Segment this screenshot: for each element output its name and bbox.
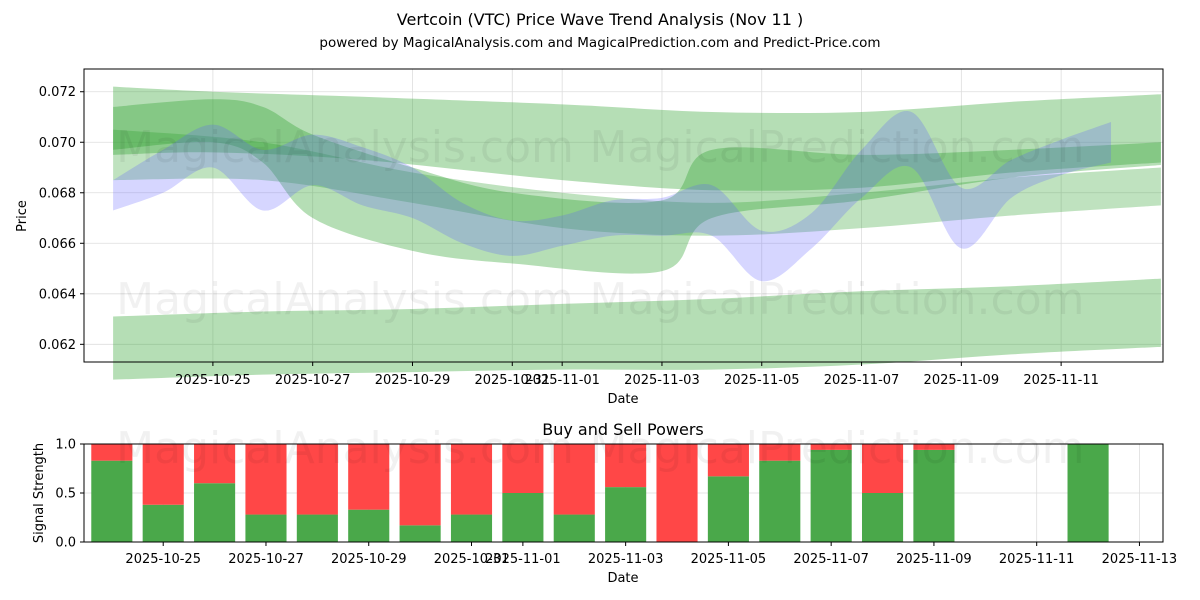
buy-bar [707, 476, 749, 542]
power-x-tick-label: 2025-11-01 [485, 552, 561, 567]
buy-bar [810, 449, 852, 542]
power-x-axis-label: Date [607, 571, 638, 586]
buy-bar [245, 514, 287, 542]
sell-bar [759, 444, 801, 461]
sell-bar [502, 444, 544, 493]
price-chart-grid [84, 69, 1163, 362]
price-bands [113, 86, 1161, 380]
price-x-tick-label: 2025-11-05 [724, 373, 800, 388]
watermark-analysis-1: MagicalAnalysis.com [116, 122, 574, 173]
sell-bar [861, 444, 904, 493]
price-y-tick-label: 0.072 [39, 85, 76, 100]
price-x-tick-label: 2025-11-11 [1023, 373, 1099, 388]
power-bars [91, 444, 1109, 542]
buy-bar [861, 493, 904, 542]
price-x-tick-label: 2025-11-09 [924, 373, 1000, 388]
power-chart: Buy and Sell Powers MagicalAnalysis.com … [32, 420, 1177, 586]
buy-bar [450, 514, 493, 542]
power-x-tick-label: 2025-11-11 [999, 552, 1075, 567]
sell-bar [142, 444, 184, 505]
sell-bar [399, 444, 441, 526]
watermark-prediction-2: MagicalPrediction.com [590, 274, 1085, 325]
power-y-tick-label: 0.5 [55, 487, 76, 502]
price-x-tick-label: 2025-10-27 [275, 373, 351, 388]
power-x-tick-label: 2025-11-07 [793, 552, 869, 567]
price-x-tick-label: 2025-10-25 [175, 373, 251, 388]
price-y-tick-label: 0.066 [39, 237, 76, 252]
price-x-tick-label: 2025-11-07 [824, 373, 900, 388]
power-x-tick-label: 2025-10-27 [228, 552, 304, 567]
sell-bar [296, 444, 338, 515]
sell-bar [810, 444, 852, 450]
green-band-rising [113, 129, 1161, 236]
price-chart: MagicalAnalysis.com MagicalPrediction.co… [15, 68, 1164, 407]
price-chart-frame [83, 68, 1164, 363]
buy-bar [194, 483, 236, 542]
watermark-prediction-3: MagicalPrediction.com [590, 423, 1085, 474]
power-x-tick-label: 2025-11-03 [588, 552, 664, 567]
price-y-tick-label: 0.068 [39, 186, 76, 201]
price-y-tick-label: 0.062 [39, 338, 76, 353]
sell-bar [245, 444, 287, 515]
watermark-analysis-3: MagicalAnalysis.com [116, 423, 574, 474]
buy-bar [913, 449, 955, 542]
watermark-prediction-1: MagicalPrediction.com [590, 122, 1085, 173]
sell-bar [707, 444, 749, 477]
power-y-tick-label: 1.0 [55, 438, 76, 453]
power-y-tick-label: 0.0 [55, 536, 76, 551]
buy-bar [759, 460, 801, 542]
buy-bar [553, 514, 595, 542]
sell-bar [656, 444, 698, 542]
power-x-tick-label: 2025-10-29 [331, 552, 407, 567]
power-x-tick-label: 2025-11-05 [691, 552, 767, 567]
sell-bar [605, 444, 647, 488]
price-x-tick-label: 2025-11-03 [624, 373, 700, 388]
buy-bar [348, 509, 390, 542]
power-x-tick-label: 2025-11-13 [1102, 552, 1178, 567]
buy-bar [1067, 444, 1109, 542]
power-x-tick-label: 2025-10-31 [434, 552, 510, 567]
power-x-tick-label: 2025-10-25 [125, 552, 201, 567]
power-y-axis-label: Signal Strength [32, 443, 47, 543]
buy-bar [91, 460, 133, 542]
power-x-tick-label: 2025-11-09 [896, 552, 972, 567]
buy-bar [605, 487, 647, 542]
buy-bar [502, 493, 544, 542]
green-band-dip [113, 99, 1161, 274]
watermark-analysis-2: MagicalAnalysis.com [116, 274, 574, 325]
price-x-tick-label: 2025-11-01 [524, 373, 600, 388]
blue-price-wave [113, 111, 1112, 282]
price-chart-ticks: 2025-10-25 2025-10-27 2025-10-29 2025-10-31… [39, 85, 1099, 388]
power-chart-ticks: 2025-10-25 2025-10-27 2025-10-29 2025-10-31… [55, 438, 1177, 568]
power-chart-title: Buy and Sell Powers [542, 420, 704, 439]
buy-bar [399, 525, 441, 542]
price-y-tick-label: 0.064 [39, 287, 76, 302]
buy-bar [296, 514, 338, 542]
price-x-axis-label: Date [607, 392, 638, 407]
price-y-axis-label: Price [15, 200, 30, 232]
sell-bar [450, 444, 493, 515]
price-x-tick-label: 2025-10-31 [474, 373, 550, 388]
price-y-tick-label: 0.070 [39, 136, 76, 151]
buy-bar [142, 504, 184, 542]
sell-bar [553, 444, 595, 515]
sell-bar [913, 444, 955, 450]
price-x-tick-label: 2025-10-29 [375, 373, 451, 388]
sell-bar [348, 444, 390, 510]
green-band-lower-flat [113, 278, 1161, 380]
green-band-upper-wide [113, 86, 1161, 191]
figure-title: Vertcoin (VTC) Price Wave Trend Analysis… [397, 10, 803, 29]
sell-bar [194, 444, 236, 484]
sell-bar [91, 444, 133, 461]
figure-subtitle: powered by MagicalAnalysis.com and Magic… [319, 35, 880, 51]
